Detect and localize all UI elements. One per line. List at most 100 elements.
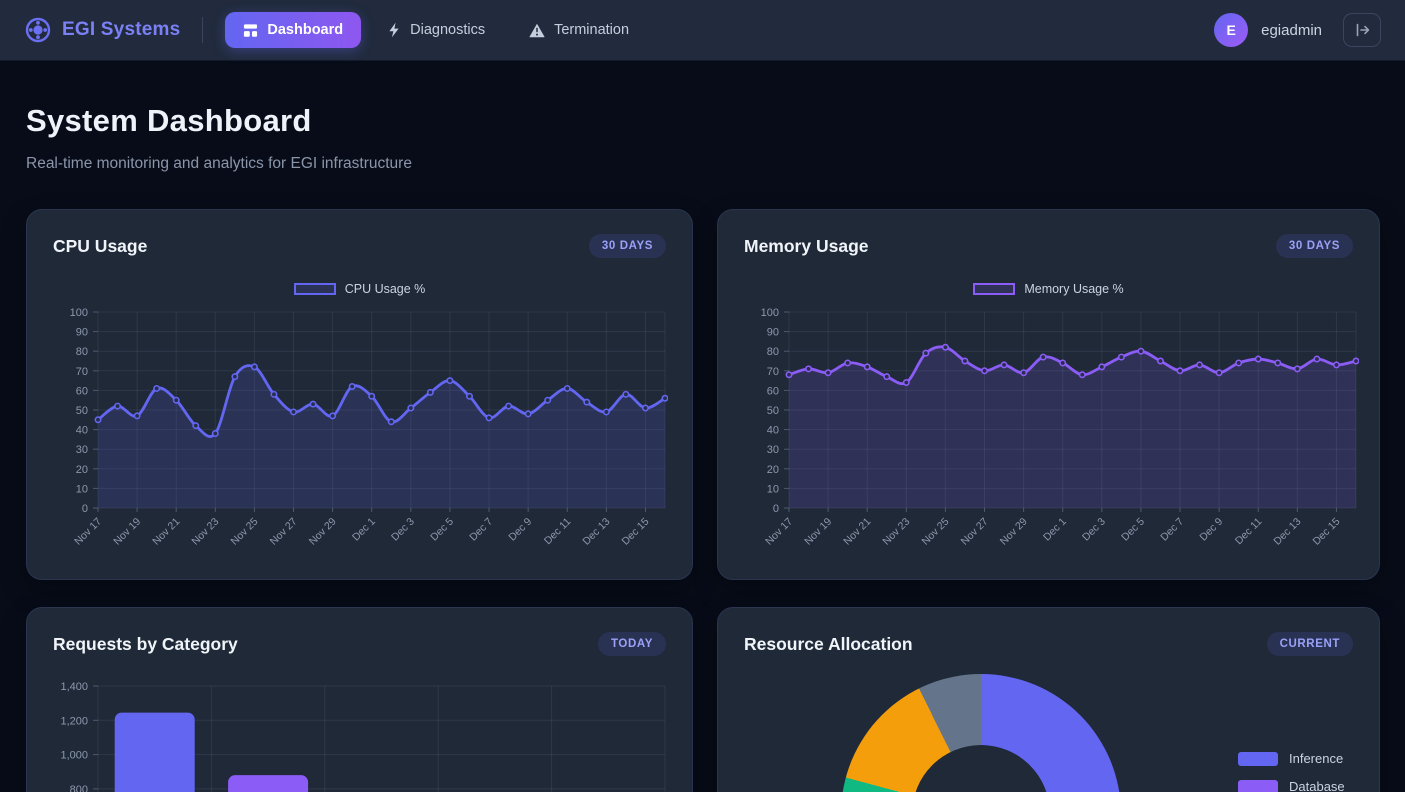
svg-text:Nov 27: Nov 27 — [959, 516, 991, 548]
dashboard-grid: CPU Usage 30 DAYS CPU Usage % 0 10 20 30 40 5… — [26, 209, 1379, 792]
memory-card-title: Memory Usage — [744, 236, 869, 257]
svg-text:Dec 5: Dec 5 — [1119, 516, 1147, 544]
dashboard-panels-icon — [243, 23, 258, 38]
svg-text:Nov 27: Nov 27 — [268, 516, 300, 548]
svg-text:Dec 11: Dec 11 — [1233, 516, 1265, 548]
svg-text:Nov 21: Nov 21 — [150, 516, 182, 548]
svg-text:Nov 25: Nov 25 — [920, 516, 952, 548]
page-subtitle: Real-time monitoring and analytics for E… — [26, 155, 1379, 173]
database-swatch — [1238, 780, 1278, 792]
svg-text:Dec 1: Dec 1 — [1041, 516, 1069, 544]
requests-card-title: Requests by Category — [53, 634, 238, 655]
database-label: Database — [1289, 779, 1345, 792]
svg-text:80: 80 — [767, 346, 779, 358]
svg-text:40: 40 — [76, 425, 88, 437]
legend-item-inference[interactable]: Inference — [1238, 751, 1345, 766]
svg-text:Nov 19: Nov 19 — [111, 516, 143, 548]
svg-text:Dec 1: Dec 1 — [350, 516, 378, 544]
resource-donut-chart: Inference Database — [744, 674, 1353, 792]
svg-text:1,000: 1,000 — [60, 750, 88, 762]
svg-text:20: 20 — [767, 464, 779, 476]
svg-text:Nov 19: Nov 19 — [802, 516, 834, 548]
svg-text:30: 30 — [76, 444, 88, 456]
svg-text:Nov 23: Nov 23 — [880, 516, 912, 548]
resource-card-title: Resource Allocation — [744, 634, 913, 655]
svg-text:Nov 29: Nov 29 — [307, 516, 339, 548]
svg-text:0: 0 — [773, 503, 779, 515]
cpu-chart-legend[interactable]: CPU Usage % — [53, 282, 666, 296]
card-requests-by-category: Requests by Category TODAY 1,400 1,200 1,0… — [26, 607, 693, 792]
svg-text:80: 80 — [76, 346, 88, 358]
svg-text:20: 20 — [76, 464, 88, 476]
tab-diagnostics-label: Diagnostics — [410, 22, 485, 38]
svg-text:100: 100 — [70, 307, 88, 319]
tab-termination[interactable]: Termination — [511, 12, 647, 48]
main-content: System Dashboard Real-time monitoring an… — [0, 103, 1405, 792]
svg-text:10: 10 — [76, 483, 88, 495]
tab-diagnostics[interactable]: Diagnostics — [369, 12, 503, 48]
svg-text:Dec 15: Dec 15 — [620, 516, 652, 548]
tab-dashboard-label: Dashboard — [267, 22, 343, 38]
svg-text:Dec 7: Dec 7 — [467, 516, 495, 544]
memory-legend-swatch — [973, 283, 1015, 295]
svg-text:Dec 13: Dec 13 — [1271, 516, 1303, 548]
inference-label: Inference — [1289, 751, 1343, 766]
logout-arrow-icon — [1353, 21, 1371, 39]
svg-text:Dec 9: Dec 9 — [506, 516, 534, 544]
svg-text:40: 40 — [767, 425, 779, 437]
memory-chart-legend[interactable]: Memory Usage % — [744, 282, 1353, 296]
svg-text:Nov 17: Nov 17 — [72, 516, 104, 548]
svg-text:60: 60 — [76, 385, 88, 397]
inference-swatch — [1238, 752, 1278, 766]
donut-legend: Inference Database — [1238, 751, 1345, 792]
svg-text:Nov 17: Nov 17 — [763, 516, 795, 548]
svg-text:90: 90 — [76, 327, 88, 339]
memory-period-badge: 30 DAYS — [1276, 234, 1353, 258]
legend-item-database[interactable]: Database — [1238, 779, 1345, 792]
card-resource-allocation: Resource Allocation CURRENT Inference Da… — [717, 607, 1380, 792]
svg-text:Dec 9: Dec 9 — [1197, 516, 1225, 544]
svg-text:70: 70 — [767, 366, 779, 378]
lightning-bolt-icon — [387, 22, 401, 38]
svg-text:0: 0 — [82, 503, 88, 515]
logout-button[interactable] — [1343, 13, 1381, 47]
svg-text:1,200: 1,200 — [60, 715, 88, 727]
warning-triangle-icon — [529, 23, 545, 38]
svg-text:100: 100 — [761, 307, 779, 319]
svg-text:Dec 15: Dec 15 — [1311, 516, 1343, 548]
svg-text:Dec 11: Dec 11 — [542, 516, 574, 548]
cpu-period-badge: 30 DAYS — [589, 234, 666, 258]
svg-text:Nov 21: Nov 21 — [841, 516, 873, 548]
svg-text:800: 800 — [70, 784, 88, 792]
card-cpu-usage: CPU Usage 30 DAYS CPU Usage % 0 10 20 30 40 5… — [26, 209, 693, 580]
cpu-line-chart: 0102030405060708090100Nov 17Nov 19Nov 21… — [53, 304, 668, 556]
svg-text:Dec 7: Dec 7 — [1158, 516, 1186, 544]
nav-divider — [202, 17, 203, 43]
svg-text:50: 50 — [76, 405, 88, 417]
page-title: System Dashboard — [26, 103, 1379, 139]
nav-user-area: E egiadmin — [1214, 13, 1381, 47]
svg-text:Dec 5: Dec 5 — [428, 516, 456, 544]
cpu-card-title: CPU Usage — [53, 236, 147, 257]
brand-name: EGI Systems — [62, 19, 180, 41]
svg-text:30: 30 — [767, 444, 779, 456]
avatar: E — [1214, 13, 1248, 47]
brand-logo[interactable]: EGI Systems — [24, 16, 180, 44]
card-memory-usage: Memory Usage 30 DAYS Memory Usage % 0 10 2… — [717, 209, 1380, 580]
navbar: EGI Systems Dashboard Diagnostics — [0, 0, 1405, 61]
logo-target-orbit-icon — [24, 16, 52, 44]
memory-legend-label: Memory Usage % — [1024, 282, 1123, 296]
resource-period-badge: CURRENT — [1267, 632, 1353, 656]
svg-text:1,400: 1,400 — [60, 681, 88, 693]
svg-text:50: 50 — [767, 405, 779, 417]
svg-text:10: 10 — [767, 483, 779, 495]
svg-text:Nov 29: Nov 29 — [998, 516, 1030, 548]
cpu-legend-swatch — [294, 283, 336, 295]
cpu-legend-label: CPU Usage % — [345, 282, 426, 296]
nav-tabs: Dashboard Diagnostics Termination — [225, 12, 647, 48]
svg-text:Nov 23: Nov 23 — [189, 516, 221, 548]
tab-termination-label: Termination — [554, 22, 629, 38]
tab-dashboard[interactable]: Dashboard — [225, 12, 361, 48]
requests-period-badge: TODAY — [598, 632, 666, 656]
svg-text:Nov 25: Nov 25 — [229, 516, 261, 548]
